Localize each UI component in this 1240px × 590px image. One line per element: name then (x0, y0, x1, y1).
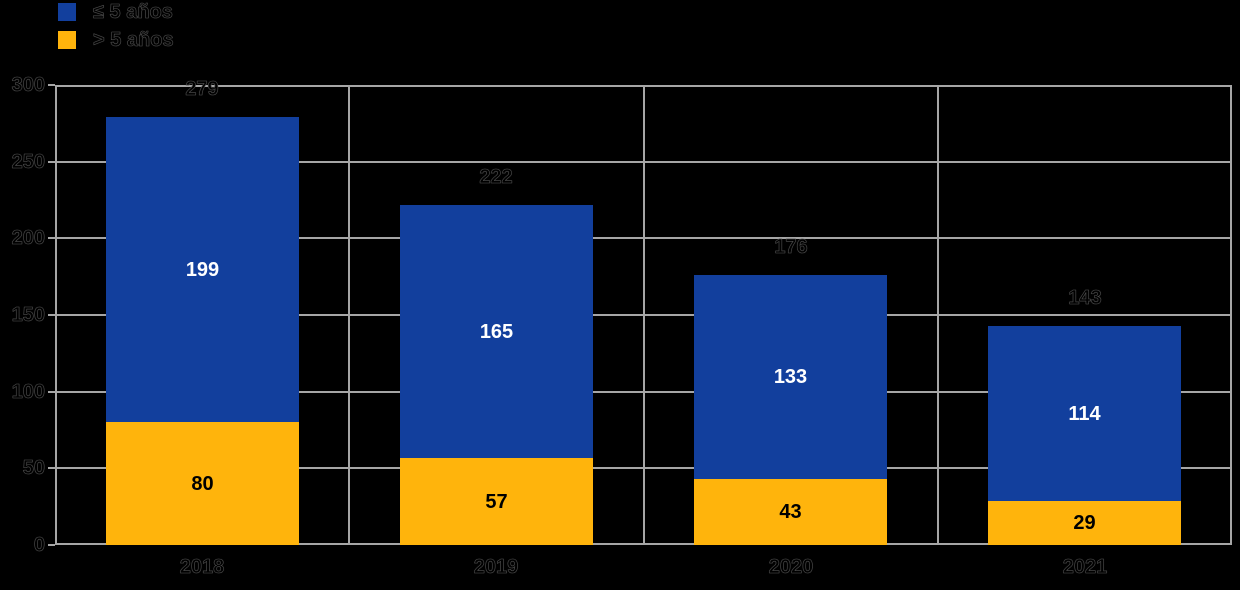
y-axis-tick-label: 100 (11, 381, 45, 404)
plot-right-border (1230, 85, 1232, 545)
y-axis-tick-mark (48, 314, 55, 316)
plot-area: 80 199 279 57 165 222 43 133 176 29 114 143 (55, 78, 1232, 545)
chart-legend: ≤ 5 años > 5 años (58, 1, 174, 59)
y-axis-tick-label: 50 (22, 457, 45, 480)
y-axis-tick-label: 300 (11, 74, 45, 97)
y-axis-tick-label: 0 (33, 534, 46, 557)
bar-value-label: 80 (191, 472, 214, 495)
x-axis-label: 2019 (473, 556, 519, 579)
bar-segment-2018: 199 (106, 117, 299, 422)
y-axis-tick-mark (48, 84, 55, 86)
y-axis-tick-mark (48, 391, 55, 393)
y-axis-line (55, 85, 57, 545)
bar-value-label: 199 (185, 258, 220, 281)
bar-total-label: 143 (1068, 287, 1102, 310)
legend-label: > 5 años (93, 29, 174, 51)
bar-segment-2021: 114 (988, 326, 1181, 501)
legend-item: > 5 años (58, 29, 174, 51)
bar-value-label: 165 (479, 320, 514, 343)
y-axis-tick-mark (48, 237, 55, 239)
bar-segment-2018: 80 (106, 422, 299, 545)
y-axis-tick-label: 200 (11, 227, 45, 250)
legend-color-swatch (58, 3, 76, 21)
y-axis-tick-mark (48, 544, 55, 546)
bar-total-label: 176 (774, 236, 808, 259)
x-axis-label: 2021 (1062, 556, 1108, 579)
bar-value-label: 43 (779, 501, 802, 523)
bar-value-label: 29 (1073, 512, 1096, 534)
bar-segment-2019: 57 (400, 458, 593, 545)
legend-color-swatch (58, 31, 76, 49)
bar-value-label: 133 (773, 366, 808, 388)
y-axis-tick-mark (48, 467, 55, 469)
x-axis-label: 2020 (768, 556, 814, 579)
bar-segment-2021: 29 (988, 501, 1181, 545)
x-axis-label: 2018 (179, 556, 225, 579)
y-axis-tick-label: 250 (11, 151, 45, 174)
gridline-vertical (937, 85, 939, 545)
bar-value-label: 114 (1068, 402, 1101, 425)
gridline-vertical (643, 85, 645, 545)
bar-total-label: 222 (479, 166, 513, 189)
legend-label: ≤ 5 años (93, 1, 174, 23)
bar-segment-2020: 43 (694, 479, 887, 545)
bar-total-label: 279 (185, 78, 219, 101)
y-axis-tick-label: 150 (11, 304, 45, 327)
legend-item: ≤ 5 años (58, 1, 174, 23)
bar-segment-2019: 165 (400, 205, 593, 458)
gridline-vertical (348, 85, 350, 545)
bar-value-label: 57 (485, 490, 508, 513)
bar-segment-2020: 133 (694, 275, 887, 479)
y-axis-tick-mark (48, 161, 55, 163)
